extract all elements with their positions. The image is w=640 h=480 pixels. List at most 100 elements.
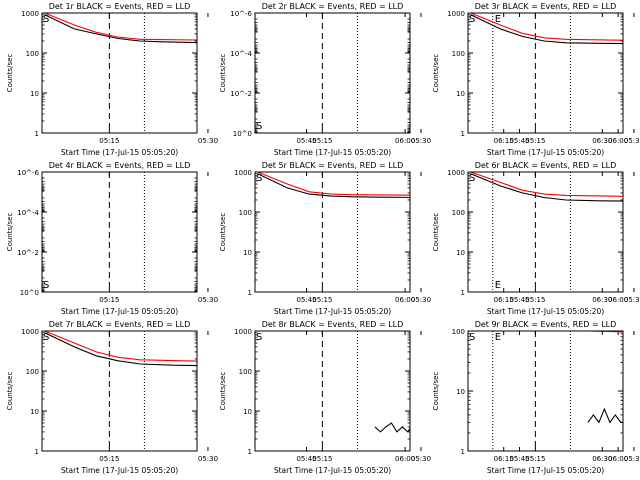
x-tick-label: 05:45 (509, 137, 529, 145)
y-tick-label: 100 (452, 328, 465, 336)
y-axis-label: Counts/sec (219, 213, 227, 252)
y-tick-label: 10 (243, 249, 252, 257)
y-tick-label: 100 (452, 209, 465, 217)
x-tick-label: 06:00 (395, 137, 415, 145)
y-tick-label: 1000 (447, 10, 465, 18)
x-tick-label: 05:30 (198, 455, 218, 463)
chart-title: Det 1r BLACK = Events, RED = LLD (49, 2, 191, 11)
x-tick-label: 05:45 (296, 296, 316, 304)
y-tick-label: 10^0 (233, 130, 252, 138)
x-axis-label: Start Time (17-Jul-15 05:05:20) (274, 466, 391, 475)
plot-frame (467, 171, 624, 293)
chart-panel-1: Det 1r BLACK = Events, RED = LLD Counts/s… (6, 2, 612, 157)
chart-panel-4: Det 4r BLACK = Events, RED = LLD Counts/s… (6, 161, 612, 316)
start-marker-S: S (469, 173, 475, 184)
chart-title: Det 4r BLACK = Events, RED = LLD (49, 161, 191, 170)
plot-frame (41, 171, 198, 293)
chart-title: Det 6r BLACK = Events, RED = LLD (475, 161, 617, 170)
series-lld-line (257, 172, 410, 196)
chart-panel-6: Det 6r BLACK = Events, RED = LLD Counts/s… (432, 161, 640, 316)
y-tick-label: 10^-2 (230, 90, 252, 98)
series-events-line (44, 14, 197, 44)
start-marker-S: S (469, 332, 475, 343)
y-axis-label: Counts/sec (432, 372, 440, 411)
y-tick-label: 1 (248, 289, 252, 297)
x-axis-label: Start Time (17-Jul-15 05:05:20) (61, 148, 178, 157)
x-tick-label: 06:15 (494, 455, 514, 463)
series-lld-line (587, 331, 623, 333)
chart-panel-8: Det 8r BLACK = Events, RED = LLD Counts/s… (219, 320, 628, 475)
y-tick-label: 10^-2 (17, 249, 39, 257)
x-tick-label: 06:15 (494, 137, 514, 145)
y-tick-label: 10^-4 (230, 50, 252, 58)
chart-title: Det 5r BLACK = Events, RED = LLD (262, 161, 404, 170)
plot-frame (41, 12, 198, 134)
x-tick-label: 05:45 (509, 455, 529, 463)
x-tick-label: 05:30 (411, 455, 431, 463)
y-axis-label: Counts/sec (219, 54, 227, 93)
x-tick-label: 06:00 (608, 137, 628, 145)
y-tick-label: 1000 (234, 169, 252, 177)
series-lld-line (470, 13, 623, 41)
y-tick-label: 10^0 (20, 289, 39, 297)
x-tick-label: 06:30 (592, 137, 612, 145)
x-tick-label: 05:15 (312, 296, 332, 304)
y-tick-label: 10^-6 (17, 169, 39, 177)
chart-panel-3: Det 3r BLACK = Events, RED = LLD Counts/s… (432, 2, 640, 157)
end-marker-E: E (495, 14, 501, 25)
x-axis-label: Start Time (17-Jul-15 05:05:20) (274, 148, 391, 157)
x-tick-label: 06:00 (608, 455, 628, 463)
x-tick-label: 05:15 (312, 455, 332, 463)
y-tick-label: 1 (461, 448, 465, 456)
y-tick-label: 10 (243, 408, 252, 416)
y-tick-label: 1000 (447, 169, 465, 177)
x-tick-label: 05:15 (525, 296, 545, 304)
y-tick-label: 10^-4 (17, 209, 39, 217)
x-tick-label: 06:30 (592, 455, 612, 463)
x-tick-label: 05:30 (411, 137, 431, 145)
y-axis-label: Counts/sec (6, 213, 14, 252)
y-tick-label: 1 (35, 130, 39, 138)
x-tick-label: 06:00 (608, 296, 628, 304)
y-axis-label: Counts/sec (432, 213, 440, 252)
y-tick-label: 1000 (21, 10, 39, 18)
x-tick-label: 05:45 (296, 137, 316, 145)
series-lld-line (44, 13, 197, 41)
x-tick-label: 05:15 (99, 455, 119, 463)
x-tick-label: 06:00 (395, 296, 415, 304)
x-tick-label: 06:00 (395, 455, 415, 463)
plot-frame (254, 330, 411, 452)
y-tick-label: 10 (456, 90, 465, 98)
y-tick-label: 1 (35, 448, 39, 456)
y-tick-label: 1000 (234, 328, 252, 336)
series-lld-line (470, 172, 623, 197)
y-tick-label: 10 (30, 90, 39, 98)
x-tick-label: 05:15 (525, 137, 545, 145)
x-axis-label: Start Time (17-Jul-15 05:05:20) (487, 307, 604, 316)
start-marker-S: S (256, 173, 262, 184)
y-axis-label: Counts/sec (432, 54, 440, 93)
y-tick-label: 100 (26, 368, 39, 376)
x-tick-label: 05:30 (624, 455, 640, 463)
y-axis-label: Counts/sec (6, 54, 14, 93)
x-tick-label: 05:15 (99, 137, 119, 145)
x-tick-label: 05:30 (198, 137, 218, 145)
series-events-line (470, 14, 623, 45)
y-tick-label: 1 (461, 289, 465, 297)
chart-title: Det 2r BLACK = Events, RED = LLD (262, 2, 404, 11)
y-tick-label: 100 (26, 50, 39, 58)
y-tick-label: 100 (452, 50, 465, 58)
x-axis-label: Start Time (17-Jul-15 05:05:20) (487, 466, 604, 475)
end-marker-E: E (495, 332, 501, 343)
x-tick-label: 05:45 (296, 455, 316, 463)
y-tick-label: 1 (248, 448, 252, 456)
y-tick-label: 100 (239, 368, 252, 376)
plot-frame (254, 12, 411, 134)
series-events-line (44, 332, 197, 367)
start-marker-S: S (43, 332, 49, 343)
y-tick-label: 10^-6 (230, 10, 252, 18)
y-tick-label: 100 (239, 209, 252, 217)
plot-frame (254, 171, 411, 293)
start-marker-S: S (43, 280, 49, 291)
